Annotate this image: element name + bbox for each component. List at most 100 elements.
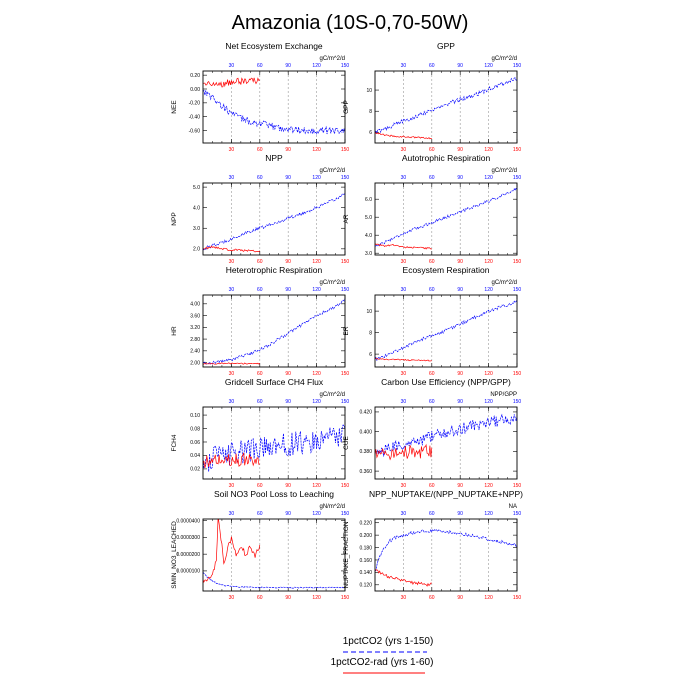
panel-1-ylabel: NEE: [171, 100, 178, 114]
panel-5-xtick-label-top: 60: [257, 287, 263, 293]
panel-3-series-1pctco2-rad-yrs-1-60: [203, 245, 261, 253]
panel-5: Heterotrophic Respiration gC/m^2/d 30 30 60 6…: [171, 265, 349, 377]
panel-6-xtick-label-top: 60: [429, 287, 435, 293]
panel-4-xtick-label: 90: [457, 259, 463, 265]
panel-5-xtick-label: 150: [341, 371, 350, 377]
panel-9-units: gN/m^2/d: [320, 504, 346, 510]
panel-5-series-1pctco2-yrs-1-150: [203, 297, 345, 365]
panel-9-title: Soil NO3 Pool Loss to Leaching: [214, 489, 334, 499]
panel-1-ytick-label: 0.20: [190, 73, 200, 79]
panel-2-xtick-label-top: 30: [401, 63, 407, 69]
panel-7-xtick-label-top: 30: [229, 399, 235, 405]
panel-2-xtick-label-top: 90: [457, 63, 463, 69]
panel-7-ytick-label: 0.10: [190, 413, 200, 419]
panel-10-xtick-label: 90: [457, 595, 463, 601]
panel-3-xtick-label-top: 60: [257, 175, 263, 181]
panel-9-xtick-label-top: 120: [312, 511, 321, 517]
panel-6-ylabel: ER: [343, 326, 350, 335]
panel-9-xtick-label: 120: [312, 595, 321, 601]
panel-5-ylabel: HR: [171, 326, 178, 336]
panel-1-xtick-label-top: 60: [257, 63, 263, 69]
panel-10-xtick-label-top: 120: [484, 511, 493, 517]
panel-4-xtick-label-top: 60: [429, 175, 435, 181]
panel-8-title: Carbon Use Efficiency (NPP/GPP): [381, 377, 511, 387]
panel-1-title: Net Ecosystem Exchange: [225, 41, 323, 51]
panel-5-ytick-label: 2.00: [190, 360, 200, 366]
panel-5-ytick-label: 3.20: [190, 325, 200, 331]
panel-5-xtick-label-top: 150: [341, 287, 350, 293]
panel-5-xtick-label: 120: [312, 371, 321, 377]
panel-10-ylabel: NUPTAKE_FRACTION: [343, 521, 350, 588]
panel-6-xtick-label-top: 30: [401, 287, 407, 293]
panel-10-xtick-label: 120: [484, 595, 493, 601]
panel-10-ytick-label: 0.220: [359, 521, 372, 527]
panel-2-ytick-label: 6: [369, 130, 372, 136]
panel-6-title: Ecosystem Respiration: [403, 265, 490, 275]
panel-5-xtick-label-top: 30: [229, 287, 235, 293]
panel-5-frame: [202, 294, 346, 368]
panel-10-xtick-label-top: 150: [513, 511, 522, 517]
panel-10: NPP_NUPTAKE/(NPP_NUPTAKE+NPP) NA 30 30 60 60 9…: [343, 489, 523, 601]
panel-grid: Net Ecosystem Exchange gC/m^2/d 30 30 60 60 90…: [171, 41, 523, 601]
panel-6-units: gC/m^2/d: [492, 280, 518, 286]
panel-2: GPP gC/m^2/d 30 30 60 60 90 90 120 120 150 150 6 8 10 G…: [343, 41, 521, 153]
panel-8-xtick-label-top: 30: [401, 399, 407, 405]
panel-1-xtick-label-top: 90: [285, 63, 291, 69]
panel-1-series-1pctco2-rad-yrs-1-60: [203, 77, 261, 88]
panel-4-units: gC/m^2/d: [492, 168, 518, 174]
panel-2-ytick-label: 10: [366, 88, 372, 94]
panel-7-xtick-label: 30: [229, 483, 235, 489]
panel-5-series-1pctco2-rad-yrs-1-60: [203, 362, 261, 365]
panel-9-ylabel: SMIN_NO3_LEACHED: [171, 521, 178, 589]
panel-7-ytick-label: 0.06: [190, 440, 200, 446]
panel-3-xtick-label: 150: [341, 259, 350, 265]
panel-3-xtick-label: 120: [312, 259, 321, 265]
panel-4-ylabel: AR: [343, 214, 350, 223]
panel-1-xtick-label: 150: [341, 147, 350, 153]
panel-10-xtick-label: 30: [401, 595, 407, 601]
panel-9: Soil NO3 Pool Loss to Leaching gN/m^2/d 30…: [171, 489, 349, 601]
panel-8-series-1pctco2-rad-yrs-1-60: [375, 443, 433, 461]
panel-9-xtick-label-top: 90: [285, 511, 291, 517]
panel-6-series-1pctco2-rad-yrs-1-60: [375, 357, 432, 362]
panel-1-ytick-label: -0.40: [189, 114, 201, 120]
panel-10-ytick-label: 0.140: [359, 570, 372, 576]
panel-4-xtick-label: 30: [401, 259, 407, 265]
panel-4-ytick-label: 5.0: [365, 215, 372, 221]
panel-9-xtick-label: 30: [229, 595, 235, 601]
panel-2-xtick-label: 90: [457, 147, 463, 153]
panel-2-xtick-label: 60: [429, 147, 435, 153]
panel-1-series-1pctco2-yrs-1-150: [203, 89, 345, 135]
panel-7-xtick-label-top: 150: [341, 399, 350, 405]
panel-3-xtick-label: 30: [229, 259, 235, 265]
panel-5-ytick-label: 2.40: [190, 349, 200, 355]
panel-9-xtick-label-top: 30: [229, 511, 235, 517]
panel-7-xtick-label-top: 120: [312, 399, 321, 405]
panel-7-title: Gridcell Surface CH4 Flux: [225, 377, 324, 387]
panel-10-title: NPP_NUPTAKE/(NPP_NUPTAKE+NPP): [369, 489, 523, 499]
panel-6-xtick-label-top: 150: [513, 287, 522, 293]
panel-8-xtick-label: 60: [429, 483, 435, 489]
panel-7-xtick-label-top: 90: [285, 399, 291, 405]
panel-8-ytick-label: 0.360: [359, 469, 372, 475]
panel-6-xtick-label-top: 120: [484, 287, 493, 293]
panel-5-xtick-label-top: 120: [312, 287, 321, 293]
panel-9-frame: [202, 518, 346, 592]
panel-3-title: NPP: [265, 153, 283, 163]
panel-1-xtick-label: 90: [285, 147, 291, 153]
legend-label-1pctco2-rad: 1pctCO2-rad (yrs 1-60): [331, 657, 434, 668]
panel-5-title: Heterotrophic Respiration: [226, 265, 323, 275]
panel-8-ytick-label: 0.380: [359, 449, 372, 455]
panel-7-xtick-label: 60: [257, 483, 263, 489]
panel-6-xtick-label: 150: [513, 371, 522, 377]
panel-9-series-1pctco2-rad-yrs-1-60: [203, 519, 261, 583]
panel-8-xtick-label: 120: [484, 483, 493, 489]
panel-5-ytick-label: 3.60: [190, 313, 200, 319]
panel-2-xtick-label: 150: [513, 147, 522, 153]
panel-7: Gridcell Surface CH4 Flux gC/m^2/d 30 30 60 6…: [171, 377, 349, 489]
panel-10-frame: [374, 518, 518, 592]
panel-1-xtick-label-top: 150: [341, 63, 350, 69]
panel-1-ytick-label: -0.20: [189, 101, 201, 107]
